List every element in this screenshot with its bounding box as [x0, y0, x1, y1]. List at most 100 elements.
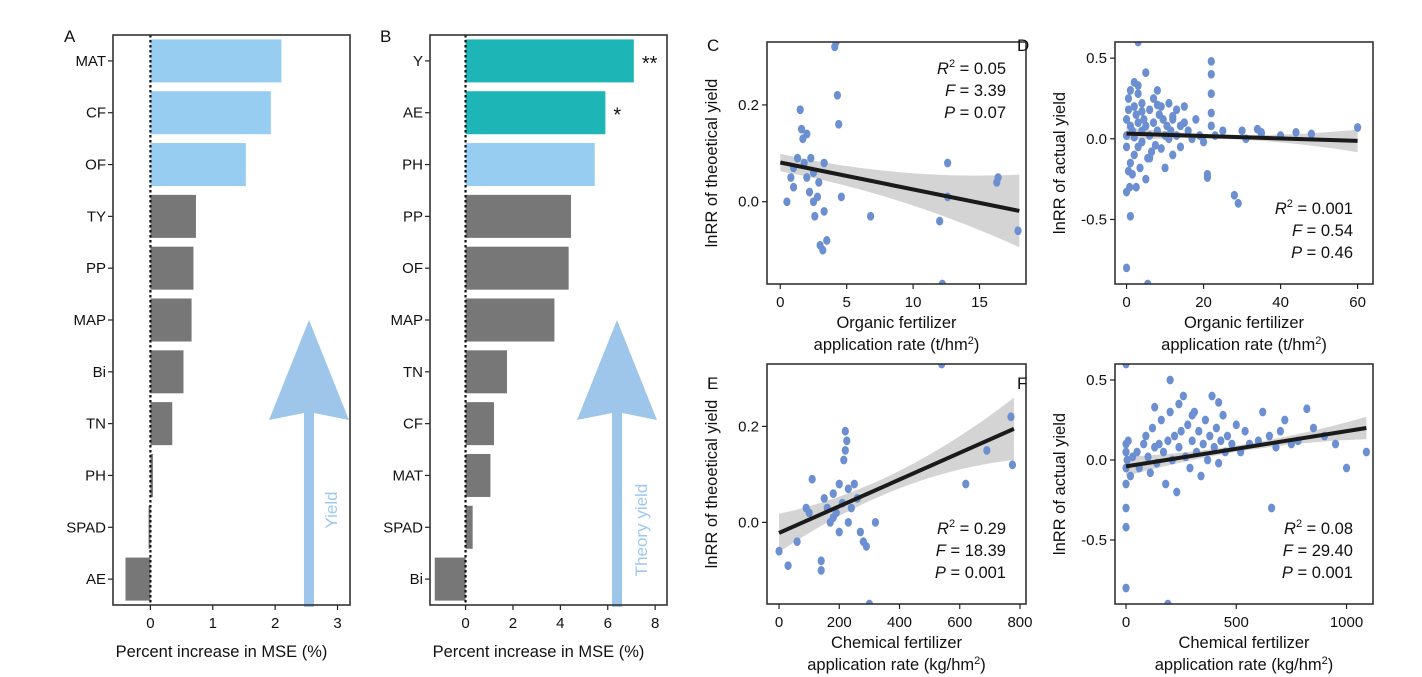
panel-letter: F: [1017, 374, 1027, 393]
data-point: [1217, 436, 1225, 446]
data-point: [832, 42, 840, 47]
panel-b: B Theory yield Y ** AE * PH PP OF MAP TN CF MAT SPAD B…: [380, 27, 668, 661]
data-point: [1207, 108, 1215, 118]
data-point: [1151, 140, 1160, 150]
data-point: [1166, 375, 1174, 385]
data-point: [1124, 105, 1133, 115]
bar-ph: [465, 143, 595, 187]
bar-spad: [465, 505, 473, 549]
data-point: [1153, 100, 1161, 110]
category-label: AE: [403, 105, 423, 122]
bar-pp: [150, 246, 194, 290]
stat-r2: R2 = 0.05: [937, 58, 1006, 78]
x-axis-label: Percent increase in MSE (%): [116, 643, 328, 661]
data-point: [1353, 123, 1362, 132]
category-label: CF: [86, 105, 106, 122]
data-point: [1124, 436, 1132, 446]
data-point: [823, 236, 831, 245]
data-point: [1007, 412, 1015, 422]
data-point: [1126, 158, 1135, 168]
data-point: [1173, 105, 1181, 115]
data-point: [1122, 479, 1130, 489]
data-point: [1331, 439, 1340, 449]
x-tick-label: 500: [1224, 614, 1249, 631]
data-point: [1208, 391, 1216, 401]
x-tick-label: 0: [776, 294, 784, 311]
plot-area: [1122, 364, 1370, 604]
data-point: [1161, 163, 1169, 173]
data-point: [1197, 471, 1205, 481]
data-point: [1146, 153, 1154, 163]
significance-mark: *: [613, 105, 621, 127]
bar-ae: [125, 557, 151, 601]
data-point: [1126, 471, 1135, 481]
data-point: [803, 173, 811, 182]
data-point: [1192, 115, 1200, 124]
category-label: OF: [85, 157, 106, 174]
regression-line: [1126, 131, 1358, 143]
data-point: [1230, 190, 1238, 200]
data-point: [805, 187, 814, 197]
data-point: [1149, 94, 1158, 103]
data-point: [1157, 415, 1165, 425]
bar-map: [465, 298, 555, 342]
panel-d: D 0 20 40 60 -0.5 0.0 0.5 Organic fertilizer appl…: [1017, 36, 1374, 354]
y-tick-label: 0.2: [738, 97, 759, 114]
data-point: [1126, 211, 1135, 221]
data-point: [1134, 118, 1142, 128]
data-point: [841, 426, 849, 436]
data-point: [1136, 163, 1144, 173]
data-point: [1169, 111, 1177, 121]
x-tick-label: 2: [509, 615, 517, 632]
data-point: [844, 484, 852, 494]
data-point: [1180, 102, 1188, 111]
confidence-band: [1126, 127, 1358, 153]
data-point: [1212, 423, 1221, 433]
x-axis-label: Percent increase in MSE (%): [433, 643, 645, 661]
data-point: [835, 479, 843, 489]
data-point: [1203, 173, 1212, 182]
x-tick-label: 60: [1349, 294, 1366, 311]
data-point: [1199, 137, 1208, 147]
data-point: [1204, 455, 1212, 465]
data-point: [936, 216, 944, 226]
x-tick-label: 20: [1195, 294, 1212, 311]
data-point: [835, 527, 843, 537]
category-label: TN: [403, 364, 423, 381]
category-label: PH: [402, 157, 423, 174]
data-point: [1238, 126, 1246, 136]
x-axis-label-units: application rate (kg/hm2): [1155, 655, 1334, 674]
x-axis-label-units: application rate (t/hm2): [1161, 335, 1327, 354]
category-label: Bi: [410, 571, 423, 588]
panel-letter: C: [707, 36, 719, 55]
confidence-band: [780, 153, 1020, 248]
data-point: [994, 173, 1002, 182]
data-point: [820, 158, 828, 168]
category-label: MAT: [75, 53, 106, 70]
x-tick-label: 40: [1272, 294, 1289, 311]
data-point: [1223, 431, 1232, 441]
data-point: [1162, 479, 1170, 489]
bar-of: [150, 143, 246, 187]
category-label: TN: [86, 416, 106, 433]
x-tick-label: 10: [905, 294, 922, 311]
data-point: [1186, 463, 1194, 473]
plot-frame: [766, 363, 1027, 605]
data-point: [1122, 503, 1130, 513]
bar-of: [465, 246, 569, 290]
data-point: [1265, 431, 1273, 441]
big-arrow: Yield: [269, 320, 349, 607]
bar-ph: [150, 453, 153, 497]
data-point: [784, 561, 792, 570]
data-point: [1138, 98, 1146, 108]
big-arrow: Theory yield: [577, 320, 657, 607]
panel-letter: D: [1017, 36, 1029, 55]
data-point: [1130, 102, 1138, 111]
data-point: [1159, 447, 1168, 457]
regression-line: [778, 426, 1015, 535]
data-point: [1219, 126, 1227, 136]
data-point: [962, 479, 970, 489]
y-axis-label: lnRR of theoetical yield: [703, 79, 721, 248]
data-point: [1267, 503, 1276, 513]
category-label: PP: [86, 260, 106, 277]
